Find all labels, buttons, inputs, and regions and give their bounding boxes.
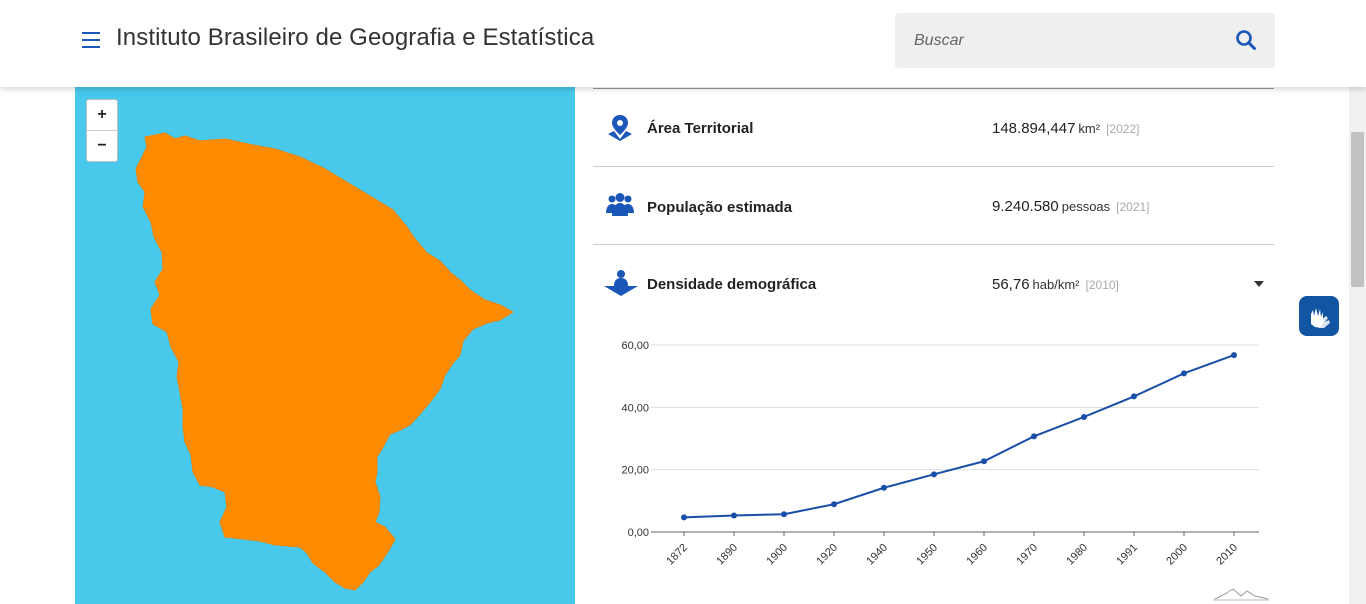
chart-thumbnail-icon[interactable] [1214,588,1269,600]
density-line-chart: 0,00 20,00 40,00 60,00 1872 1890 1900 1920 1940… [621,340,1269,601]
chart-data-point[interactable] [1131,393,1137,400]
indicator-year: [2010] [1085,278,1119,292]
search-icon[interactable] [1235,29,1257,51]
indicator-row-area[interactable]: Área Territorial 148.894,447 km² [2022] [593,89,1274,167]
chart-x-tick-label: 1970 [1014,542,1040,568]
chart-x-tick-label: 1991 [1114,542,1140,568]
indicator-value: 148.894,447 [992,120,1076,137]
chart-data-point[interactable] [731,512,737,519]
indicator-value-line: 56,76 hab/km² [2010] [992,276,1119,293]
indicator-label: Densidade demográfica [647,276,817,293]
chart-data-point[interactable] [1181,370,1187,377]
state-map[interactable]: + − [75,87,575,604]
site-header: Instituto Brasileiro de Geografia e Esta… [0,0,1366,87]
chart-data-point[interactable] [831,501,837,508]
chart-data-point[interactable] [781,511,787,518]
chart-y-tick-label: 0,00 [628,527,649,539]
zoom-control: + − [86,99,118,162]
state-shape [135,132,515,591]
search-input[interactable] [895,13,1234,68]
indicator-value-line: 148.894,447 km² [2022] [992,120,1139,137]
chart-x-ticks: 1872 1890 1900 1920 1940 1950 1960 1970 1980 1991… [664,532,1240,567]
people-icon [606,193,634,216]
chart-data-point[interactable] [931,471,937,478]
indicator-row-population[interactable]: População estimada 9.240.580 pessoas [2021… [593,167,1274,245]
chart-x-tick-label: 1960 [964,542,990,568]
hamburger-menu-icon[interactable] [82,32,100,48]
hands-icon [1311,308,1330,328]
indicator-unit: hab/km² [1032,277,1080,292]
indicator-value: 9.240.580 [992,198,1059,215]
chart-points [681,352,1237,521]
chart-x-tick-label: 2000 [1164,542,1190,568]
panel-divider [593,88,1274,89]
chart-data-point[interactable] [1031,433,1037,440]
chart-x-tick-label: 1950 [914,542,940,568]
indicator-value-line: 9.240.580 pessoas [2021] [992,198,1150,215]
sign-language-accessibility-button[interactable] [1299,296,1339,336]
chart-data-point[interactable] [881,484,887,491]
chart-x-tick-label: 1900 [764,542,790,568]
density-icon [604,270,638,296]
chart-y-ticks: 0,00 20,00 40,00 60,00 [621,340,649,539]
map-pin-icon [608,115,632,141]
chart-data-point[interactable] [981,458,987,465]
chart-x-tick-label: 1920 [814,542,840,568]
chart-series-line [683,354,1235,519]
expand-caret-icon[interactable] [1254,281,1264,287]
chart-grid [651,344,1259,533]
indicator-unit: pessoas [1061,199,1111,214]
scrollbar-thumb[interactable] [1351,132,1364,287]
indicator-label: Área Territorial [647,120,754,137]
indicator-row-density[interactable]: Densidade demográfica 56,76 hab/km² [2010] [593,245,1274,322]
chart-x-tick-label: 1940 [864,542,890,568]
chart-y-tick-label: 20,00 [621,465,649,477]
chart-data-point[interactable] [681,514,687,521]
search-box [895,13,1275,68]
indicator-label: População estimada [647,199,793,216]
indicator-unit: km² [1078,121,1101,136]
chart-x-tick-label: 2010 [1214,542,1240,568]
chart-y-tick-label: 60,00 [621,340,649,352]
zoom-in-button[interactable]: + [87,100,117,131]
chart-data-point[interactable] [1231,352,1237,359]
chart-data-point[interactable] [1081,413,1087,420]
chart-y-tick-label: 40,00 [621,402,649,414]
indicator-year: [2021] [1116,200,1150,214]
site-title[interactable]: Instituto Brasileiro de Geografia e Esta… [116,24,595,51]
zoom-out-button[interactable]: − [97,137,107,154]
chart-x-tick-label: 1890 [714,542,740,568]
chart-x-tick-label: 1980 [1064,542,1090,568]
indicator-year: [2022] [1106,122,1140,136]
chart-x-tick-label: 1872 [664,542,690,568]
indicator-value: 56,76 [992,276,1030,293]
